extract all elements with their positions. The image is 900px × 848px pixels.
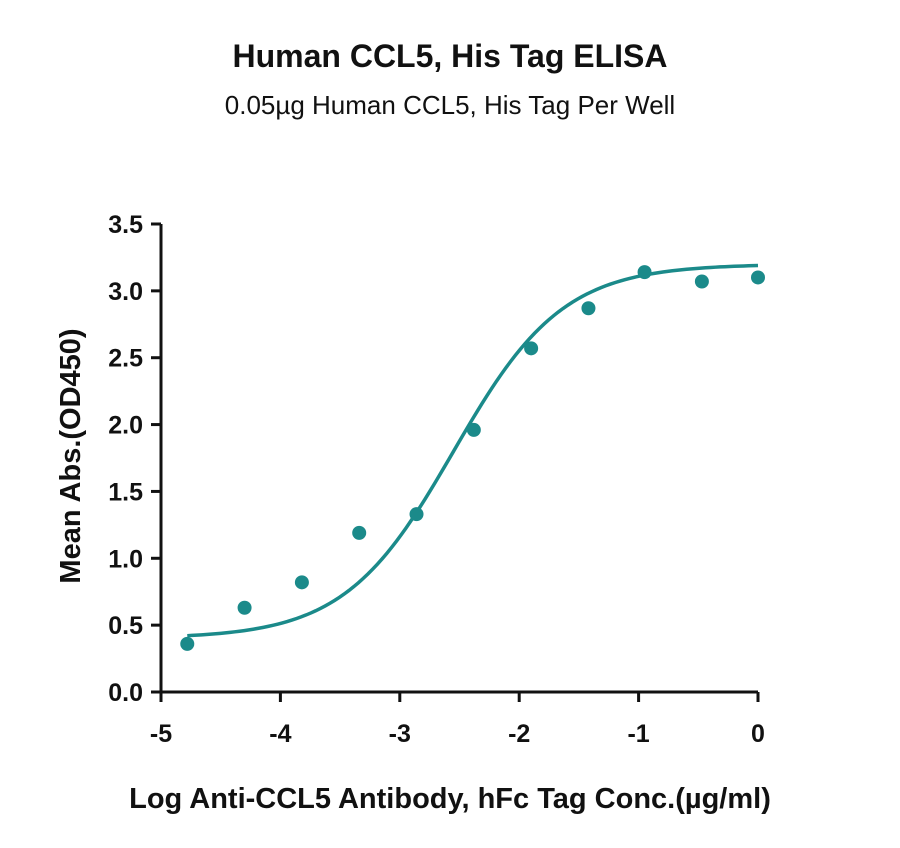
data-point — [524, 341, 539, 356]
data-point — [581, 301, 596, 316]
data-point — [294, 575, 309, 590]
y-axis-ticks: 0.0 0.5 1.0 1.5 2.0 2.5 3.0 3.5 — [108, 211, 161, 707]
data-points — [180, 265, 765, 651]
data-point — [180, 636, 195, 651]
x-tick-label: -4 — [269, 720, 291, 748]
y-axis-title: Mean Abs.(OD450) — [55, 328, 87, 583]
data-point — [751, 270, 765, 285]
fit-curve-line — [187, 263, 759, 638]
y-tick-label: 2.0 — [108, 412, 143, 440]
x-tick-label: -2 — [508, 720, 530, 748]
y-tick-label: 0.0 — [108, 679, 143, 707]
x-tick-label: -3 — [389, 720, 411, 748]
y-tick-label: 2.5 — [108, 345, 143, 373]
y-tick-label: 0.5 — [108, 612, 143, 640]
data-point — [466, 422, 481, 437]
y-tick-label: 1.0 — [108, 545, 143, 573]
y-tick-label: 3.0 — [108, 278, 143, 306]
data-point — [637, 265, 652, 280]
y-tick-label: 3.5 — [108, 211, 143, 239]
x-axis-ticks: -5 -4 -3 -2 -1 0 — [150, 692, 765, 748]
x-tick-label: -5 — [150, 720, 172, 748]
y-tick-label: 1.5 — [108, 478, 143, 506]
x-tick-label: -1 — [627, 720, 649, 748]
x-axis-title: Log Anti-CCL5 Antibody, hFc Tag Conc.(µg… — [129, 783, 771, 815]
data-point — [694, 274, 709, 289]
chart-title: Human CCL5, His Tag ELISA — [232, 38, 668, 74]
x-tick-label: 0 — [751, 720, 765, 748]
data-point — [237, 600, 252, 615]
chart-subtitle: 0.05µg Human CCL5, His Tag Per Well — [224, 90, 676, 120]
data-point — [409, 507, 424, 522]
data-point — [352, 525, 367, 540]
